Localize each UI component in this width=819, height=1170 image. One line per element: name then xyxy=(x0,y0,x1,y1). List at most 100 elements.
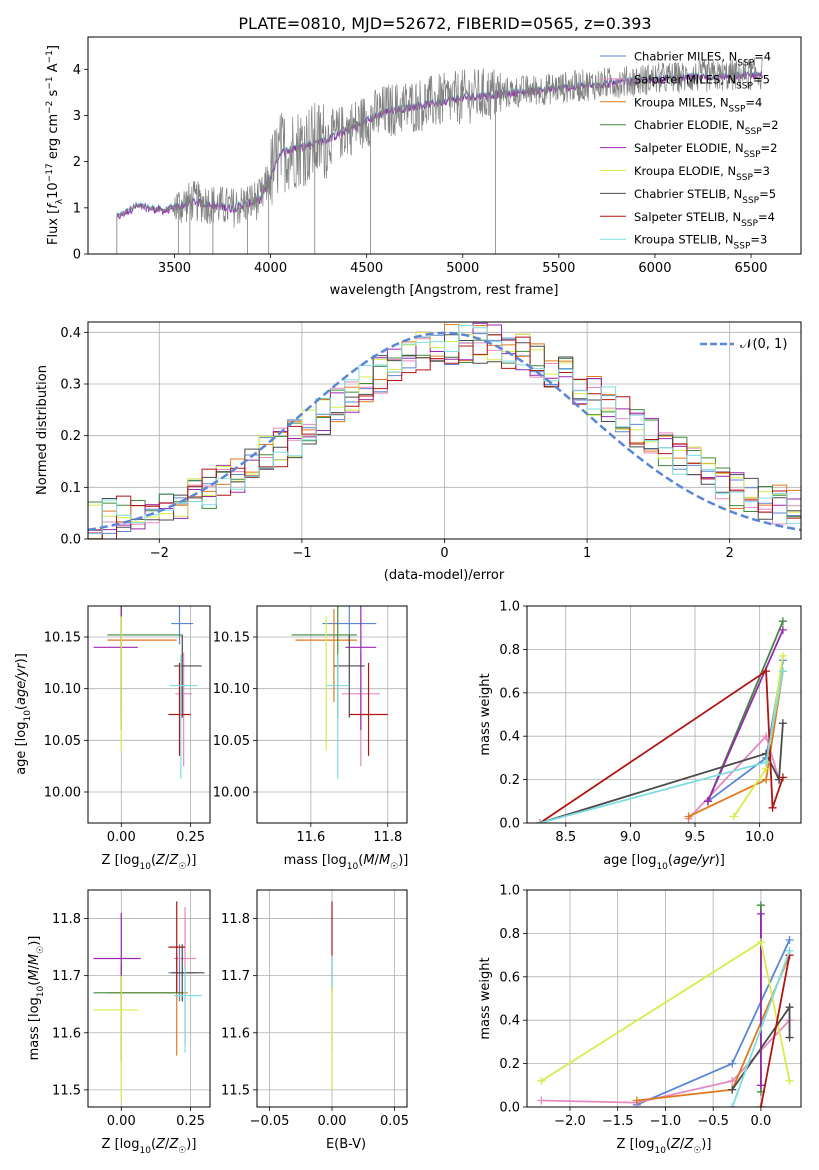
x-tick-label: 10.0 xyxy=(745,830,774,845)
x-tick-label: 0.25 xyxy=(176,830,205,845)
x-tick-label: 0.25 xyxy=(176,1114,205,1129)
weight-point xyxy=(778,625,787,634)
weight-point xyxy=(756,901,765,910)
legend-label: Salpeter STELIB, NSSP=4 xyxy=(634,210,775,229)
plot-area xyxy=(88,322,801,539)
x-tick-label: 4500 xyxy=(350,261,383,276)
x-tick-label: 4000 xyxy=(254,261,287,276)
axes-frame xyxy=(256,605,408,824)
histogram-kroupa-stelib xyxy=(88,324,801,535)
x-axis-label: Z [log10(Z/Z☉)] xyxy=(102,1137,197,1156)
legend-label: Kroupa ELODIE, NSSP=3 xyxy=(634,164,770,183)
y-tick-label: 10.15 xyxy=(213,631,250,646)
weight-point xyxy=(756,938,765,947)
y-tick-label: 10.00 xyxy=(44,786,81,801)
panel-residuals: −2 −1 0 1 2 0.0 0.1 0.2 0.3 0.4 (data-model)/error… xyxy=(35,321,802,583)
x-tick-label: −1.0 xyxy=(650,1114,682,1129)
y-tick-label: 0.2 xyxy=(499,773,520,788)
y-axis-label: Normed distribution xyxy=(35,365,50,495)
weight-point xyxy=(729,812,738,821)
legend-label: 𝒩(0, 1) xyxy=(740,337,787,352)
panel-mass_vs_Z: 0.00 0.25 11.5 11.6 11.7 11.8 Z [log10(Z/Z☉)] m… xyxy=(27,889,211,1156)
normal-curve xyxy=(88,331,801,532)
weight-point xyxy=(762,758,771,767)
panel-mass_weight_vs_Z: −2.0 −1.5 −1.0 −0.5 0.0 0.0 0.2 0.4 0.6 0.8 1.0 mas… xyxy=(478,884,802,1156)
weight-point xyxy=(762,775,771,784)
y-tick-label: 0.0 xyxy=(60,533,81,548)
y-axis-label: mass weight xyxy=(478,957,493,1039)
weight-point xyxy=(632,1096,641,1105)
legend-label: Salpeter MILES, NSSP=5 xyxy=(634,72,770,91)
plot-area xyxy=(535,617,787,823)
x-tick-label: −0.05 xyxy=(250,1114,290,1129)
axes-frame xyxy=(87,321,802,540)
weight-line xyxy=(760,954,791,1107)
y-tick-label: 10.15 xyxy=(44,631,81,646)
weight-point xyxy=(537,1076,546,1085)
y-tick-label: 0.8 xyxy=(499,643,520,658)
y-tick-label: 10.05 xyxy=(213,734,250,749)
weight-point xyxy=(785,1076,794,1085)
legend-label: Kroupa MILES, NSSP=4 xyxy=(634,95,762,114)
y-tick-label: 11.6 xyxy=(221,1026,250,1041)
plot-area xyxy=(116,58,764,254)
weight-point xyxy=(728,1059,737,1068)
y-axis-label: mass weight xyxy=(478,673,493,755)
y-tick-label: 0.3 xyxy=(60,378,81,393)
axes-frame xyxy=(87,889,211,1108)
weight-point xyxy=(728,1103,737,1107)
x-tick-label: 0.05 xyxy=(380,1114,409,1129)
x-tick-label: 6500 xyxy=(734,261,767,276)
y-tick-label: 4 xyxy=(73,63,81,78)
y-tick-label: 0.6 xyxy=(499,686,520,701)
x-tick-label: −0.5 xyxy=(697,1114,729,1129)
x-tick-label: 9.5 xyxy=(685,830,706,845)
x-tick-label: 5500 xyxy=(542,261,575,276)
y-tick-label: 11.6 xyxy=(52,1026,81,1041)
weight-point xyxy=(778,667,787,676)
legend-label: Kroupa STELIB, NSSP=3 xyxy=(634,233,767,252)
weight-point xyxy=(778,719,787,728)
weight-point xyxy=(537,1096,546,1105)
x-tick-label: 11.8 xyxy=(373,830,402,845)
weight-line xyxy=(731,950,791,1107)
y-tick-label: 1.0 xyxy=(499,884,520,899)
y-tick-label: 11.5 xyxy=(221,1083,250,1098)
y-tick-label: 0 xyxy=(73,248,81,263)
legend-label: Chabrier ELODIE, NSSP=2 xyxy=(634,118,779,137)
y-axis-label: mass [log10(M/M☉)] xyxy=(27,936,46,1061)
x-tick-label: −1 xyxy=(292,546,311,561)
x-axis-label: mass [log10(M/M☉)] xyxy=(284,853,409,872)
data-spectrum xyxy=(116,58,763,228)
figure-title: PLATE=0810, MJD=52672, FIBERID=0565, z=0… xyxy=(238,14,651,33)
weight-point xyxy=(785,1003,794,1012)
x-tick-label: 5000 xyxy=(446,261,479,276)
y-tick-label: 11.8 xyxy=(52,912,81,927)
y-tick-label: 11.8 xyxy=(221,912,250,927)
y-tick-label: 10.10 xyxy=(213,682,250,697)
y-tick-label: 0.1 xyxy=(60,481,81,496)
x-tick-label: 1 xyxy=(583,546,591,561)
weight-point xyxy=(535,819,544,823)
panel-mass_weight_vs_age: 8.5 9.0 9.5 10.0 0.0 0.2 0.4 0.6 0.8 1.0 mass weig… xyxy=(478,600,802,872)
plot-area xyxy=(291,606,388,779)
y-tick-label: 1.0 xyxy=(499,600,520,615)
weight-point xyxy=(684,812,693,821)
x-tick-label: −2.0 xyxy=(554,1114,586,1129)
panel-spectrum: 3500 4000 4500 5000 5500 6000 6500 0 1 2 3 4 wavelen… xyxy=(45,36,802,298)
y-tick-label: 0.0 xyxy=(499,1101,520,1116)
x-axis-label: wavelength [Angstrom, rest frame] xyxy=(330,283,559,298)
y-tick-label: 10.00 xyxy=(213,786,250,801)
plot-area xyxy=(537,901,794,1107)
legend-label: Chabrier MILES, NSSP=4 xyxy=(634,50,771,69)
weight-point xyxy=(703,797,712,806)
weight-point xyxy=(778,651,787,660)
weight-point xyxy=(778,617,787,626)
y-tick-label: 10.10 xyxy=(44,682,81,697)
x-axis-label: Z [log10(Z/Z☉)] xyxy=(102,853,197,872)
y-tick-label: 10.05 xyxy=(44,734,81,749)
weight-point xyxy=(756,909,765,918)
y-tick-label: 11.7 xyxy=(52,969,81,984)
weight-line xyxy=(539,670,784,823)
